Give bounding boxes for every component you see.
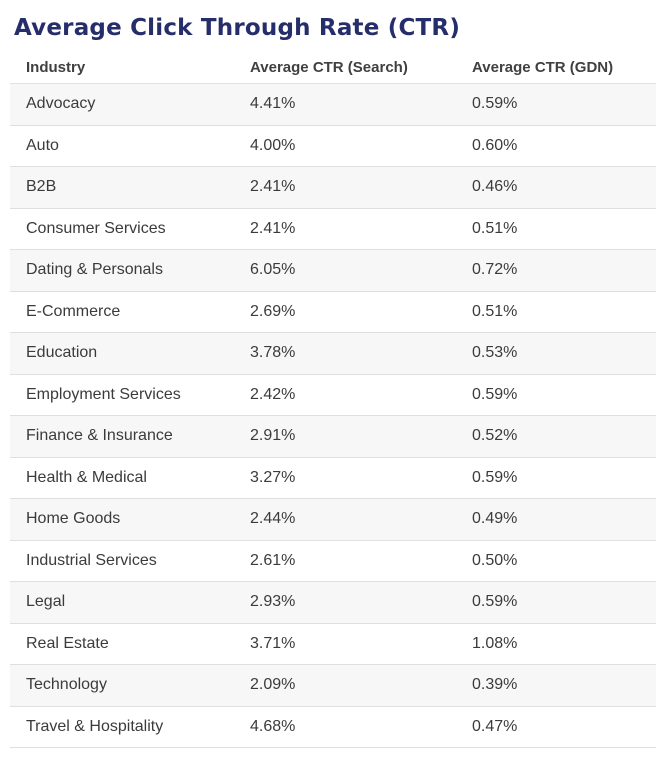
industry-cell: Employment Services [26,385,181,403]
ctr-search-cell: 2.91% [250,427,296,445]
industry-cell: Dating & Personals [26,261,163,279]
ctr-gdn-cell: 0.39% [472,676,518,694]
table-row: Real Estate 3.71% 1.08% [10,623,656,665]
column-header-avg-ctr-gdn: Average CTR (GDN) [472,58,614,76]
ctr-search-cell: 2.44% [250,510,296,528]
ctr-search-cell: 2.69% [250,302,296,320]
industry-cell: Education [26,344,98,362]
ctr-search-cell: 4.68% [250,717,296,735]
ctr-search-cell: 2.09% [250,676,296,694]
industry-cell: B2B [26,178,57,196]
industry-cell: Auto [26,136,59,154]
ctr-gdn-cell: 0.51% [472,219,518,237]
industry-cell: Travel & Hospitality [26,717,164,735]
ctr-search-cell: 3.71% [250,634,296,652]
table-row: Auto 4.00% 0.60% [10,125,656,167]
ctr-gdn-cell: 0.47% [472,717,518,735]
column-header-avg-ctr-search: Average CTR (Search) [250,58,408,76]
ctr-gdn-cell: 0.46% [472,178,518,196]
ctr-search-cell: 2.42% [250,385,296,403]
industry-cell: Health & Medical [26,468,147,486]
table-row: Finance & Insurance 2.91% 0.52% [10,416,656,458]
ctr-gdn-cell: 0.53% [472,344,518,362]
page-title: Average Click Through Rate (CTR) [14,15,461,41]
table-row: Employment Services 2.42% 0.59% [10,374,656,416]
ctr-search-cell: 2.41% [250,178,296,196]
table-row: Consumer Services 2.41% 0.51% [10,208,656,250]
table-body: Advocacy 4.41% 0.59% Auto 4.00% 0.60% B2… [10,84,656,748]
ctr-gdn-cell: 0.59% [472,593,518,611]
ctr-benchmark-table: Industry Average CTR (Search) Average CT… [10,51,656,748]
table-row: Legal 2.93% 0.59% [10,582,656,624]
ctr-search-cell: 4.41% [250,95,296,113]
industry-cell: Technology [26,676,107,694]
ctr-gdn-cell: 0.49% [472,510,518,528]
ctr-gdn-cell: 0.59% [472,95,518,113]
table-row: Travel & Hospitality 4.68% 0.47% [10,706,656,748]
table-row: Technology 2.09% 0.39% [10,665,656,707]
ctr-gdn-cell: 0.51% [472,302,518,320]
table-row: Industrial Services 2.61% 0.50% [10,540,656,582]
table-row: E-Commerce 2.69% 0.51% [10,291,656,333]
industry-cell: Legal [26,593,66,611]
ctr-search-cell: 2.93% [250,593,296,611]
ctr-gdn-cell: 1.08% [472,634,518,652]
ctr-gdn-cell: 0.50% [472,551,518,569]
industry-cell: Finance & Insurance [26,427,173,445]
industry-cell: Advocacy [26,95,96,113]
ctr-search-cell: 4.00% [250,136,296,154]
table-row: Home Goods 2.44% 0.49% [10,499,656,541]
ctr-search-cell: 3.27% [250,468,296,486]
ctr-gdn-cell: 0.60% [472,136,518,154]
ctr-search-cell: 3.78% [250,344,296,362]
ctr-search-cell: 2.41% [250,219,296,237]
industry-cell: Industrial Services [26,551,157,569]
ctr-search-cell: 2.61% [250,551,296,569]
column-header-industry: Industry [26,58,86,76]
ctr-gdn-cell: 0.72% [472,261,518,279]
table-row: Health & Medical 3.27% 0.59% [10,457,656,499]
industry-cell: Real Estate [26,634,109,652]
table-row: Advocacy 4.41% 0.59% [10,84,656,126]
industry-cell: E-Commerce [26,302,121,320]
ctr-search-cell: 6.05% [250,261,296,279]
table-row: Dating & Personals 6.05% 0.72% [10,250,656,292]
industry-cell: Consumer Services [26,219,166,237]
ctr-gdn-cell: 0.59% [472,468,518,486]
ctr-gdn-cell: 0.59% [472,385,518,403]
ctr-gdn-cell: 0.52% [472,427,518,445]
table-row: B2B 2.41% 0.46% [10,167,656,209]
table-row: Education 3.78% 0.53% [10,333,656,375]
table-header-row: Industry Average CTR (Search) Average CT… [10,51,656,84]
industry-cell: Home Goods [26,510,121,528]
